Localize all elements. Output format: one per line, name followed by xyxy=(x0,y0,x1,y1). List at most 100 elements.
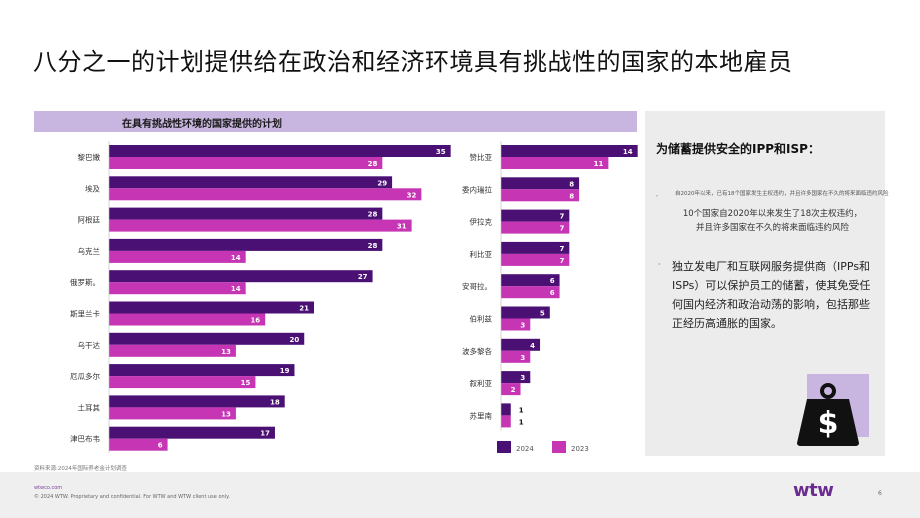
data-label: 15 xyxy=(241,379,251,387)
money-weight-icon: $ xyxy=(797,383,859,446)
data-label: 7 xyxy=(559,245,564,253)
page-number: 6 xyxy=(878,490,882,497)
data-label: 6 xyxy=(158,442,163,450)
data-label: 2 xyxy=(511,386,516,394)
bar-2024 xyxy=(501,338,541,351)
bar-2024 xyxy=(109,301,314,314)
data-label: 17 xyxy=(260,430,270,438)
data-label: 14 xyxy=(231,285,241,293)
data-label: 14 xyxy=(231,254,241,262)
category-label: 乌克兰 xyxy=(78,246,101,256)
bullet-marker: · xyxy=(658,260,661,269)
data-label: 28 xyxy=(368,242,378,250)
bar-2023 xyxy=(501,157,609,169)
side-panel-main-text: 独立发电厂和互联网服务提供商（IPPs和ISPs）可以保护员工的储蓄，使其免受任… xyxy=(672,260,871,330)
chart-title: 在具有挑战性环境的国家提供的计划 xyxy=(122,119,282,130)
bar-2023 xyxy=(109,376,256,389)
bar-2024 xyxy=(109,176,393,189)
bar-2024 xyxy=(109,395,285,408)
bar-2024 xyxy=(109,238,383,251)
data-label: 18 xyxy=(270,398,280,406)
data-label: 3 xyxy=(520,322,525,330)
data-label: 3 xyxy=(520,354,525,362)
data-label: 13 xyxy=(221,348,231,356)
data-label: 35 xyxy=(436,148,446,156)
data-label: 28 xyxy=(368,211,378,219)
bar-2023 xyxy=(501,318,531,331)
footer-url[interactable]: wtwco.com xyxy=(34,485,63,491)
data-label: 31 xyxy=(397,223,407,231)
bar-2024 xyxy=(109,145,451,157)
source-note: 资料来源:2024年国际养老金计划调查 xyxy=(34,466,127,472)
category-label: 赞比亚 xyxy=(470,152,493,162)
bar-2024 xyxy=(501,177,580,190)
data-label: 19 xyxy=(280,367,290,375)
data-label: 6 xyxy=(550,289,555,297)
page-title: 八分之一的计划提供给在政治和经济环境具有挑战性的国家的本地雇员 xyxy=(33,48,793,76)
data-label: 5 xyxy=(540,310,545,318)
chart-header-bar: 在具有挑战性环境的国家提供的计划 xyxy=(34,111,637,132)
bar-2023 xyxy=(501,286,560,299)
footer: wtwco.com © 2024 WTW. Proprietary and co… xyxy=(0,472,920,518)
data-label: 8 xyxy=(569,192,574,200)
side-panel-default-text: 10个国家自2020年以来发生了18次主权违约， 并且许多国家在不久的将来面临违… xyxy=(670,207,875,235)
data-label: 27 xyxy=(358,273,368,281)
bar-2024 xyxy=(109,426,275,439)
default-text-line-2: 并且许多国家在不久的将来面临违约风险 xyxy=(695,223,849,233)
category-label: 伯利兹 xyxy=(470,314,493,324)
category-label: 埃及 xyxy=(85,183,100,193)
category-label: 斯里兰卡 xyxy=(70,309,100,319)
data-label: 7 xyxy=(559,213,564,221)
bar-2023 xyxy=(109,282,246,295)
legend-label: 2023 xyxy=(571,445,589,453)
category-label: 黎巴嫩 xyxy=(78,152,101,162)
data-label: 11 xyxy=(594,160,604,168)
bar-2023 xyxy=(109,407,236,420)
data-label: 14 xyxy=(623,148,633,156)
bar-2024 xyxy=(501,306,550,319)
bar-2023 xyxy=(501,415,511,428)
data-label: 16 xyxy=(250,317,260,325)
bar-2023 xyxy=(501,189,580,202)
legend-swatch-2023 xyxy=(552,441,566,453)
data-label: 8 xyxy=(569,180,574,188)
data-label: 20 xyxy=(289,336,299,344)
bar-2024 xyxy=(109,207,383,220)
data-label: 13 xyxy=(221,410,231,418)
data-label: 28 xyxy=(368,160,378,168)
data-label: 1 xyxy=(519,418,524,426)
bar-2024 xyxy=(501,371,531,384)
bar-2024 xyxy=(501,403,511,416)
category-label: 乌干达 xyxy=(78,340,101,350)
bar-2023 xyxy=(109,188,422,201)
bar-2024 xyxy=(109,364,295,377)
bar-2024 xyxy=(501,241,570,254)
category-label: 津巴布韦 xyxy=(70,434,100,444)
category-label: 波多黎各 xyxy=(462,346,492,356)
data-label: 7 xyxy=(559,225,564,233)
category-label: 伊拉克 xyxy=(470,217,493,227)
bar-2024 xyxy=(109,332,305,345)
bar-2024 xyxy=(501,274,560,287)
bar-2023 xyxy=(501,253,570,266)
side-panel-small-note: 自2020年以来，已有18个国家发生主权违约，并且许多国家在不久的将来面临违约风… xyxy=(675,191,889,197)
data-label: 4 xyxy=(530,342,535,350)
bar-2023 xyxy=(109,438,168,451)
category-label: 厄瓜多尔 xyxy=(70,371,100,381)
category-label: 土耳其 xyxy=(78,402,101,412)
wtw-logo: wtw xyxy=(793,480,834,501)
side-panel-heading: 为储蓄提供安全的IPP和ISP： xyxy=(656,142,820,156)
bar-2023 xyxy=(501,221,570,234)
footer-copyright: © 2024 WTW. Proprietary and confidential… xyxy=(34,494,230,500)
bar-2023 xyxy=(109,250,246,263)
data-label: 32 xyxy=(407,191,417,199)
side-panel: 为储蓄提供安全的IPP和ISP： , 自2020年以来，已有18个国家发生主权违… xyxy=(645,111,889,456)
bar-2023 xyxy=(501,383,521,396)
default-text-line-1: 10个国家自2020年以来发生了18次主权违约， xyxy=(682,209,863,219)
bar-2023 xyxy=(109,313,266,326)
bullet-marker: , xyxy=(656,191,658,198)
category-label: 叙利亚 xyxy=(470,378,493,388)
data-label: 3 xyxy=(520,374,525,382)
category-label: 阿根廷 xyxy=(78,215,101,225)
